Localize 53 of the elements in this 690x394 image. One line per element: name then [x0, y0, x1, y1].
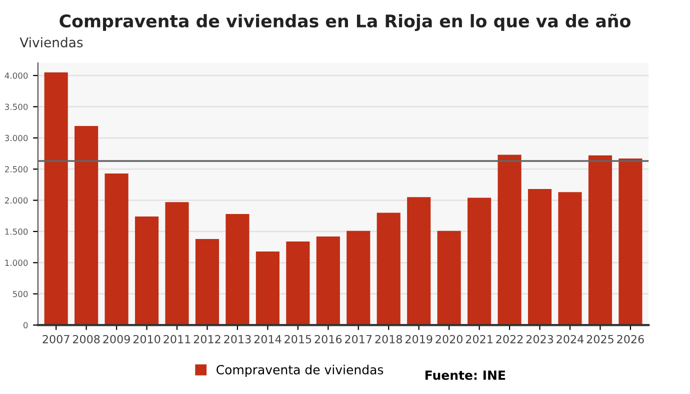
- x-tick-label: 2018: [375, 334, 402, 344]
- y-axis-title: Viviendas: [20, 37, 83, 48]
- y-tick-label: 2.500: [4, 166, 28, 172]
- bar: [618, 158, 642, 326]
- bar: [376, 212, 400, 326]
- bar: [558, 192, 582, 326]
- y-tick-label: 1.000: [5, 260, 28, 266]
- x-tick-label: 2022: [496, 334, 523, 344]
- x-tick-label: 2025: [586, 334, 614, 344]
- x-tick-label: 2020: [436, 334, 462, 344]
- bar: [437, 230, 461, 326]
- bar: [74, 126, 98, 326]
- bar: [346, 230, 370, 326]
- bar: [134, 216, 159, 326]
- x-tick-label: 2013: [224, 334, 251, 344]
- x-tick-label: 2009: [103, 334, 130, 344]
- x-tick-label: 2017: [345, 334, 372, 344]
- bar: [44, 72, 68, 326]
- bar: [195, 238, 220, 326]
- x-tick-label: 2023: [526, 334, 554, 344]
- x-tick-label: 2015: [284, 334, 312, 344]
- y-tick-label: 3.500: [5, 104, 28, 110]
- x-tick-label: 2011: [164, 334, 190, 344]
- y-tick-label: 4.000: [4, 72, 28, 79]
- y-tick-label: 2.000: [4, 197, 28, 204]
- x-tick-label: 2008: [72, 334, 100, 344]
- source-note: Fuente: INE: [426, 370, 506, 380]
- bar: [407, 197, 431, 326]
- legend-label: Compraventa de viviendas: [216, 364, 384, 377]
- x-tick-label: 2026: [617, 334, 644, 344]
- bar: [588, 155, 612, 326]
- x-tick-label: 2024: [556, 334, 584, 344]
- bar: [468, 198, 492, 326]
- bar: [226, 214, 250, 326]
- bar: [104, 173, 128, 326]
- bar: [256, 251, 280, 326]
- x-tick-label: 2010: [133, 334, 160, 344]
- x-tick-label: 2014: [254, 334, 282, 344]
- x-tick-label: 2019: [406, 334, 432, 344]
- y-tick-label: 500: [12, 290, 28, 298]
- x-tick-label: 2012: [194, 334, 220, 344]
- bar: [286, 241, 310, 326]
- chart-title: Compraventa de viviendas en La Rioja en lo que va de año: [60, 14, 630, 32]
- bar: [528, 189, 552, 326]
- x-tick-label: 2021: [466, 334, 492, 344]
- x-tick-label: 2016: [314, 334, 342, 344]
- bar: [498, 154, 522, 326]
- bar: [316, 236, 340, 326]
- y-tick-label: 3.000: [5, 134, 28, 142]
- y-tick-label: 0: [23, 322, 28, 328]
- y-tick-label: 1.500: [5, 228, 28, 235]
- x-tick-label: 2007: [42, 334, 70, 344]
- bar: [165, 202, 189, 326]
